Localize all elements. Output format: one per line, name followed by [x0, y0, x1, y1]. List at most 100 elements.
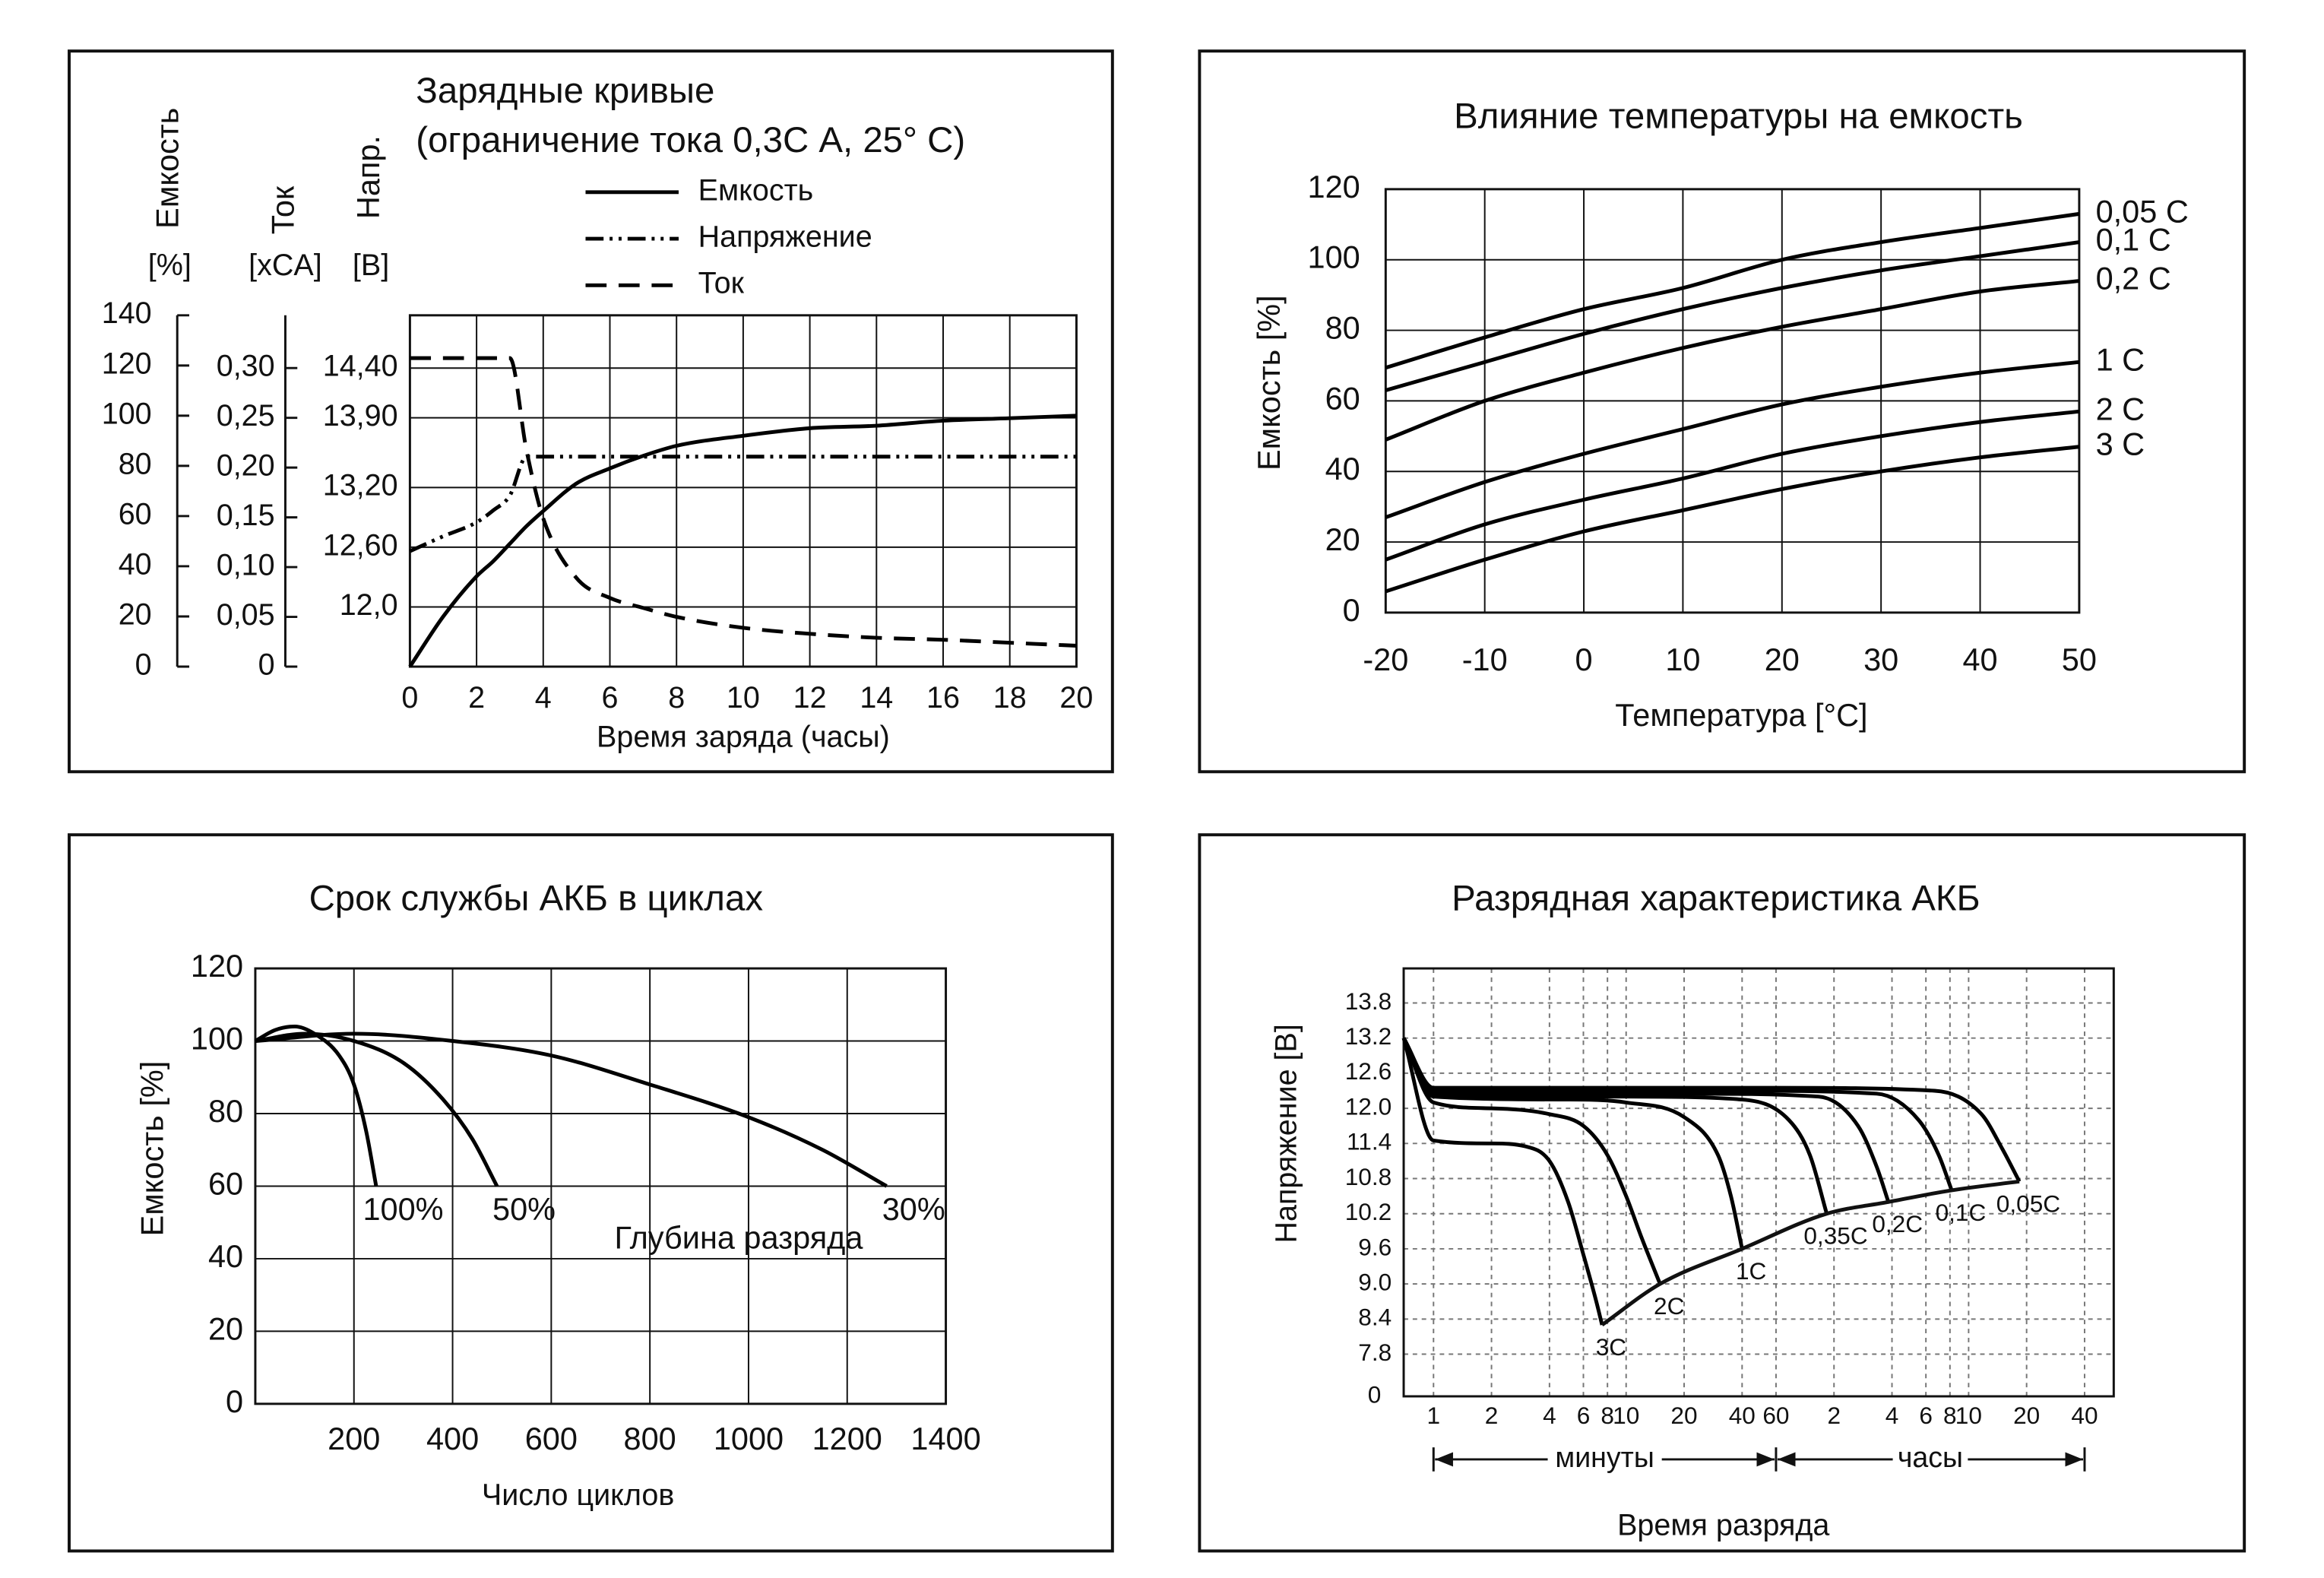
x-tick-label: 50 — [2062, 642, 2097, 677]
x-tick-label: 2 — [1827, 1402, 1841, 1429]
series-line — [1385, 409, 2080, 562]
series-line — [1401, 1037, 1829, 1215]
panel-frame — [1198, 49, 2246, 774]
y-tick-label: 100 — [1308, 239, 1360, 275]
ylabel: Напряжение [B] — [1269, 1024, 1303, 1243]
x-tick-label: 8 — [668, 681, 685, 715]
x-tick-label: 20 — [1765, 642, 1800, 677]
x-tick-label: 16 — [926, 681, 960, 715]
x-tick-label: 40 — [2071, 1402, 2098, 1429]
plot-frame — [408, 314, 1078, 668]
y-tick-label: 120 — [102, 347, 152, 380]
y-tick-label: 12,0 — [340, 588, 398, 622]
x-tick-label: 40 — [1962, 642, 1997, 677]
y-tick-label: 14,40 — [323, 350, 398, 383]
y-tick-label: 60 — [119, 497, 152, 531]
x-tick-label: 1000 — [714, 1421, 784, 1456]
y-tick-label: 20 — [119, 597, 152, 631]
y-tick-label: 13,20 — [323, 469, 398, 502]
series-label: 100% — [363, 1191, 443, 1227]
x-tick-label: 6 — [1577, 1402, 1591, 1429]
x-tick-label: 0 — [401, 681, 418, 715]
series-label: 30% — [882, 1191, 945, 1227]
plot-frame — [1384, 188, 2081, 614]
x-tick-label: 1200 — [812, 1421, 882, 1456]
y-tick-label: 0,15 — [217, 499, 275, 532]
x-tick-label: 8 — [1601, 1402, 1614, 1429]
panel-frame — [1198, 833, 2246, 1553]
title: Срок службы АКБ в циклах — [309, 879, 764, 919]
title: Зарядные кривые — [416, 71, 714, 111]
series-label: 0,2 C — [2096, 261, 2171, 296]
x-tick-label: 1 — [1426, 1402, 1440, 1429]
series-line — [255, 1031, 888, 1188]
title: Разрядная характеристика АКБ — [1452, 879, 1980, 919]
panel-frame — [68, 49, 1114, 774]
y-tick-label: 0 — [1343, 592, 1360, 628]
x-tick-label: 10 — [1955, 1402, 1982, 1429]
series-line — [408, 414, 1077, 668]
y-tick-label: 13.8 — [1345, 987, 1392, 1015]
series-label: 2 C — [2096, 391, 2145, 426]
y-tick-label: 13.2 — [1345, 1022, 1392, 1050]
y-tick-label: 0 — [226, 1383, 243, 1419]
legend-label: Напряжение — [698, 220, 872, 254]
x-tick-label: 1400 — [910, 1421, 980, 1456]
y-tick-label: 20 — [1325, 521, 1360, 557]
series-line — [409, 455, 1077, 553]
ylabel: Емкость — [149, 108, 185, 229]
y-tick-label: 120 — [191, 948, 243, 984]
x-tick-label: 0 — [1575, 642, 1593, 677]
x-tick-label: 2 — [468, 681, 485, 715]
series-line — [255, 1031, 499, 1187]
ybreak-label: 0 — [1368, 1380, 1382, 1408]
series-label: 0,1C — [1936, 1199, 1987, 1226]
series-label: 0,1 C — [2096, 221, 2171, 257]
y-tick-label: 80 — [1325, 310, 1360, 346]
x-tick-label: 2 — [1485, 1402, 1499, 1429]
y3unit: [B] — [353, 249, 389, 282]
x-tick-label: 4 — [535, 681, 552, 715]
y-tick-label: 12.6 — [1345, 1057, 1392, 1085]
xlabel: Время разряда — [1617, 1508, 1829, 1542]
y-tick-label: 40 — [208, 1238, 243, 1274]
series-label: 1 C — [2096, 341, 2145, 377]
y2unit: [xCA] — [249, 249, 322, 282]
plot-frame — [254, 967, 948, 1405]
y-tick-label: 80 — [208, 1093, 243, 1129]
x-tick-label: 600 — [525, 1421, 578, 1456]
y-tick-label: 140 — [102, 296, 152, 330]
series-line — [254, 1024, 378, 1187]
xlabel: Температура [°C] — [1615, 697, 1867, 733]
subtitle: (ограничение тока 0,3С А, 25° С) — [416, 120, 965, 160]
y-tick-label: 100 — [102, 397, 152, 430]
x-tick-label: 14 — [860, 681, 893, 715]
series-line — [1401, 1037, 2022, 1183]
y3label: Напр. — [350, 135, 386, 219]
series-label: 2C — [1654, 1292, 1684, 1320]
series-label: 0,05C — [1996, 1190, 2060, 1217]
series-label: 0,2C — [1872, 1210, 1923, 1237]
x-tick-label: 4 — [1543, 1402, 1556, 1429]
y-tick-label: 120 — [1308, 169, 1360, 204]
series-label: 0,05 C — [2096, 193, 2189, 229]
series-line — [1385, 240, 2080, 392]
series-label: 3 C — [2096, 426, 2145, 462]
series-label: 3C — [1596, 1333, 1626, 1361]
series-label: 50% — [492, 1191, 556, 1227]
y-tick-label: 10.8 — [1345, 1163, 1392, 1190]
y-tick-label: 9.0 — [1358, 1268, 1392, 1295]
y-tick-label: 9.6 — [1358, 1233, 1392, 1260]
y-tick-label: 0,05 — [217, 598, 275, 632]
ylabel: Емкость [%] — [1251, 295, 1287, 471]
xlabel: Число циклов — [482, 1478, 674, 1512]
x-tick-label: 4 — [1885, 1402, 1899, 1429]
x-tick-label: 20 — [1670, 1402, 1697, 1429]
y-tick-label: 11.4 — [1347, 1128, 1392, 1155]
y-tick-label: 20 — [208, 1310, 243, 1346]
y-tick-label: 0,30 — [217, 350, 275, 383]
y-tick-label: 40 — [1325, 451, 1360, 486]
xlabel: Время заряда (часы) — [597, 720, 890, 753]
series-label: 0,35C — [1803, 1222, 1867, 1250]
